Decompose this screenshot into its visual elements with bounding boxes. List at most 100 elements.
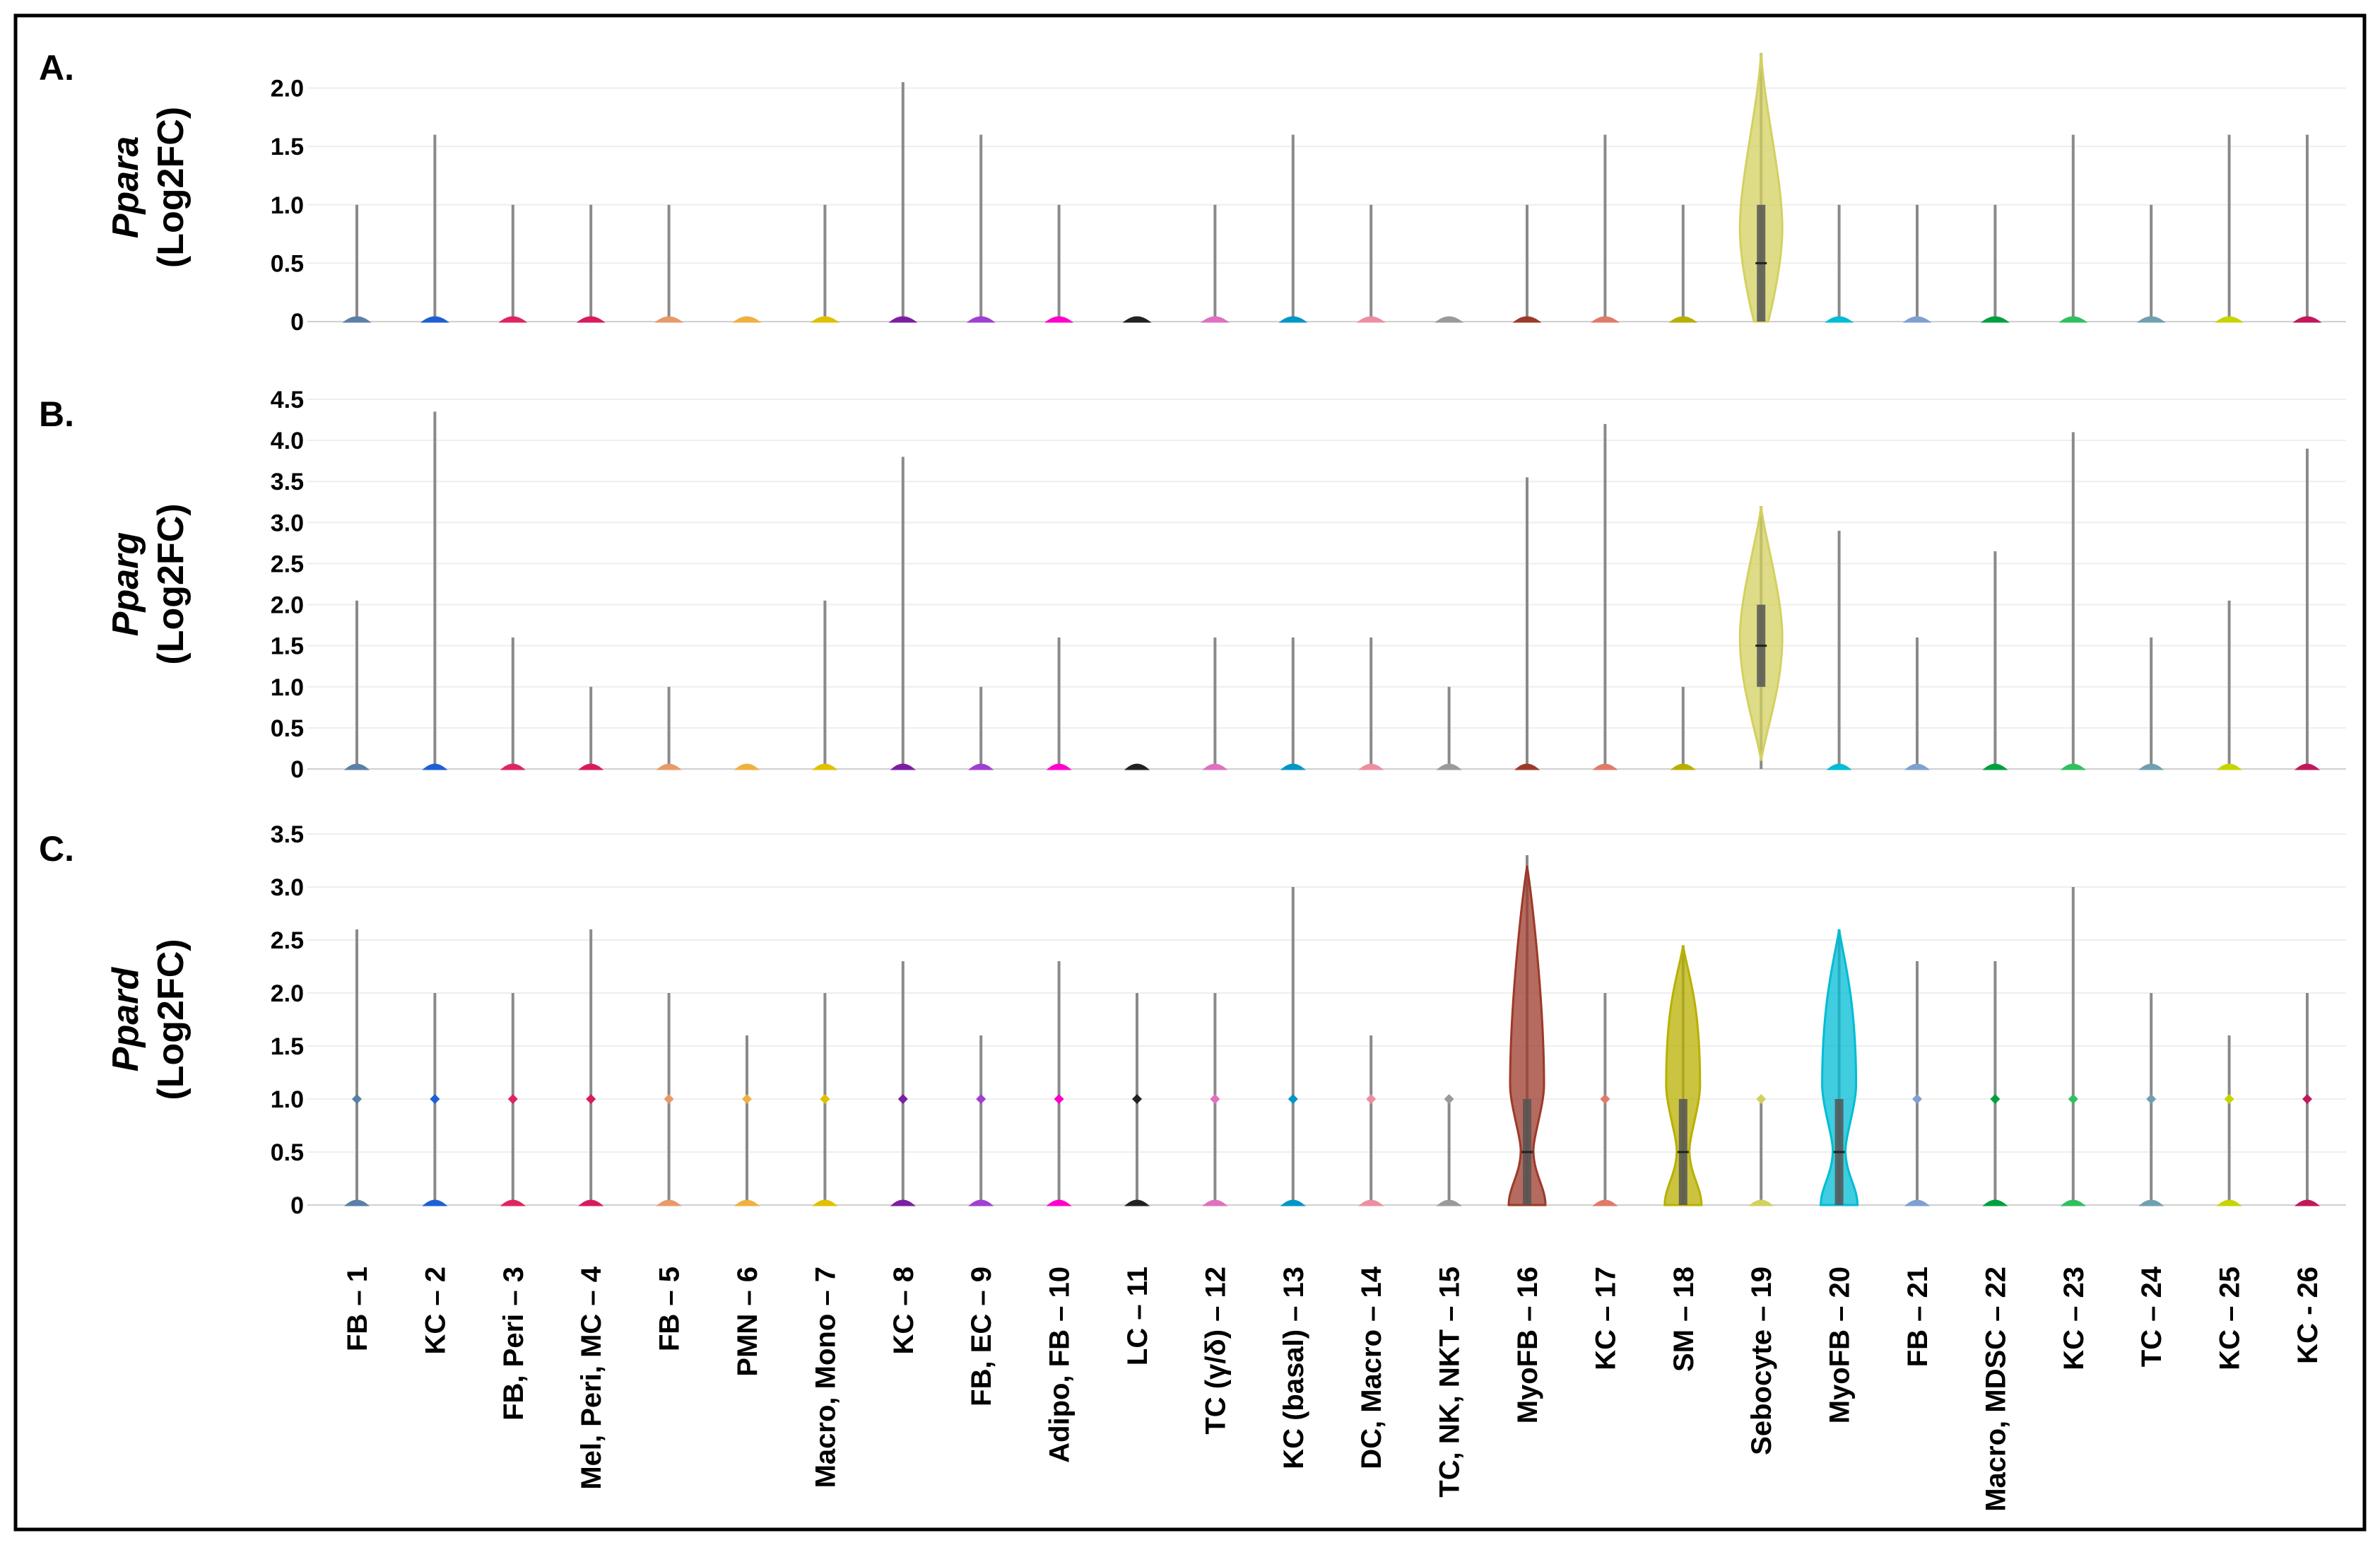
violin-tc-24: [2136, 204, 2166, 323]
y-tick-label: 1.0: [271, 192, 304, 219]
violin-body: [656, 763, 682, 770]
violin-fb-ec-9: [968, 686, 994, 770]
violin-body: [2294, 1199, 2321, 1206]
violin-fb-1: [343, 600, 370, 770]
violin-body: [734, 763, 760, 770]
x-label-lc-11: LC – 11: [1122, 1267, 1153, 1365]
violin-kc-25: [2216, 1035, 2242, 1206]
violin-tc-12: [1202, 638, 1228, 770]
x-label-adipo-fb-10: Adipo, FB – 10: [1044, 1267, 1076, 1463]
median-marker: [430, 1094, 440, 1104]
violin-dc-macro-14: [1356, 204, 1386, 323]
violin-body: [422, 1199, 448, 1206]
violin-kc-25: [2216, 600, 2242, 770]
violin-mel-peri-mc-4: [578, 686, 604, 770]
y-tick-label: 4.5: [271, 387, 304, 413]
y-tick-label: 0.5: [271, 715, 304, 742]
violin-body: [890, 763, 916, 770]
x-label-kc-2: KC – 2: [420, 1267, 451, 1355]
violin-macro-mono-7: [810, 204, 840, 323]
x-label-tc-12: TC (γ/δ) – 12: [1200, 1267, 1231, 1435]
violin-body: [578, 1199, 604, 1206]
y-axis-unit: (Log2FC): [151, 503, 192, 664]
violin-kc-26: [2292, 134, 2322, 323]
median-marker: [742, 1094, 752, 1104]
violin-body: [1435, 316, 1464, 323]
y-axis-gene: Pparg: [105, 532, 146, 636]
violin-body: [1358, 1199, 1384, 1206]
y-tick-label: 0.5: [271, 1139, 304, 1166]
violin-body: [1668, 316, 1698, 323]
y-tick-label: 1.5: [271, 1033, 304, 1060]
violin-fb-21: [1902, 204, 1932, 323]
y-tick-label: 1.0: [271, 674, 304, 701]
x-label-sm-18: SM – 18: [1668, 1267, 1699, 1372]
violin-fb-ec-9: [966, 134, 996, 323]
violin-body: [2292, 316, 2322, 323]
violin-kc-26: [2294, 448, 2321, 770]
y-axis-gene: Ppara: [105, 136, 146, 239]
x-label-kc-17: KC – 17: [1590, 1267, 1621, 1370]
violin-tc-nk-nkt-15: [1436, 686, 1462, 770]
y-tick-label: 2.0: [271, 76, 304, 102]
violin-body: [1982, 1199, 2008, 1206]
violin-body: [1356, 316, 1386, 323]
violin-kc-17: [1592, 993, 1618, 1206]
violin-body: [2215, 316, 2244, 323]
median-marker: [1132, 1094, 1142, 1104]
violin-body: [1280, 763, 1306, 770]
violin-macro-mdsc-22: [1980, 204, 2010, 323]
violin-tc-12: [1202, 993, 1228, 1206]
y-tick-label: 0: [290, 756, 304, 783]
violin-body: [500, 763, 526, 770]
violin-body: [1046, 1199, 1072, 1206]
y-tick-label: 2.5: [271, 551, 304, 577]
violin-lc-11: [1124, 763, 1150, 770]
y-axis-unit: (Log2FC): [151, 939, 192, 1100]
median-marker: [820, 1094, 830, 1104]
violin-body: [812, 1199, 838, 1206]
violin-body: [2060, 763, 2086, 770]
violin-kc-8: [890, 961, 916, 1206]
median-marker: [1600, 1094, 1610, 1104]
violin-macro-mono-7: [812, 600, 838, 770]
x-label-fb-21: FB – 21: [1902, 1267, 1933, 1367]
panel-b: B. Pparg (Log2FC) 0 0.5 1.0 1.5 2.0 2.5 3.0 3.5 4.0…: [39, 387, 2346, 783]
violin-fb-1: [343, 929, 370, 1206]
violin-kc-17: [1590, 134, 1620, 323]
violin-body: [1748, 1199, 1774, 1206]
violin-adipo-fb-10: [1044, 204, 1074, 323]
violin-macro-mono-7: [812, 993, 838, 1206]
x-label-kc-basal-13: KC (basal) – 13: [1278, 1267, 1309, 1469]
panel-letter: B.: [39, 394, 74, 434]
y-tick-label: 3.0: [271, 874, 304, 901]
violin-kc-23: [2060, 887, 2086, 1206]
median-marker: [2224, 1094, 2234, 1104]
violin-body: [342, 316, 372, 323]
x-label-kc-8: KC – 8: [888, 1267, 919, 1355]
median-marker: [507, 1094, 518, 1104]
violin-body: [1046, 763, 1072, 770]
violin-body: [1202, 1199, 1228, 1206]
violin-body: [1124, 1199, 1150, 1206]
violin-body: [654, 316, 684, 323]
violin-body: [1044, 316, 1074, 323]
median-marker: [1366, 1094, 1377, 1104]
violin-kc-basal-13: [1280, 887, 1306, 1206]
x-label-kc-26: KC - 26: [2292, 1267, 2323, 1364]
violin-body: [1514, 763, 1540, 770]
violin-fb-peri-3: [498, 204, 528, 323]
violin-pmn-6: [732, 316, 762, 323]
violin-body: [1825, 316, 1854, 323]
violin-dc-macro-14: [1358, 638, 1384, 770]
violin-body: [2136, 316, 2166, 323]
violin-dc-macro-14: [1358, 1035, 1384, 1206]
y-tick-label: 2.5: [271, 927, 304, 954]
violin-body: [968, 763, 994, 770]
violin-body: [1436, 1199, 1462, 1206]
median-marker: [897, 1094, 908, 1104]
violin-adipo-fb-10: [1046, 961, 1072, 1206]
violin-body: [1512, 316, 1542, 323]
violin-body: [888, 316, 918, 323]
x-label-tc-24: TC – 24: [2136, 1266, 2167, 1367]
